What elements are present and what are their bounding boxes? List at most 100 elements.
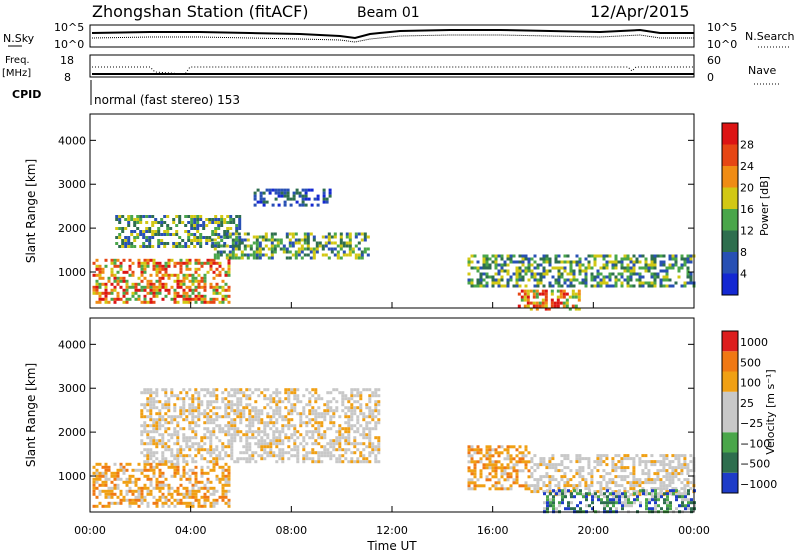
heatmap-cell bbox=[152, 430, 156, 434]
heatmap-cell bbox=[605, 481, 609, 485]
heatmap-cell bbox=[215, 418, 219, 422]
heatmap-cell bbox=[347, 424, 351, 428]
heatmap-cell bbox=[264, 244, 268, 248]
heatmap-cell bbox=[309, 232, 313, 236]
heatmap-cell bbox=[627, 504, 630, 508]
heatmap-cell bbox=[653, 260, 657, 264]
heatmap-cell bbox=[190, 227, 194, 230]
heatmap-cell bbox=[617, 466, 621, 470]
heatmap-cell bbox=[214, 227, 218, 230]
heatmap-cell bbox=[164, 501, 168, 505]
heatmap-cell bbox=[611, 469, 615, 473]
heatmap-cell bbox=[575, 490, 579, 494]
heatmap-cell bbox=[374, 457, 378, 461]
heatmap-cell bbox=[307, 188, 311, 192]
heatmap-cell bbox=[623, 487, 627, 491]
heatmap-cell bbox=[167, 427, 171, 431]
heatmap-cell bbox=[322, 197, 326, 201]
heatmap-cell bbox=[345, 235, 349, 239]
heatmap-cell bbox=[187, 245, 191, 248]
heatmap-cell bbox=[509, 466, 513, 470]
heatmap-cell bbox=[146, 451, 150, 455]
heatmap-cell bbox=[608, 472, 612, 476]
heatmap-cell bbox=[668, 254, 672, 258]
heatmap-cell bbox=[488, 460, 492, 464]
heatmap-cell bbox=[485, 475, 489, 479]
heatmap-cell bbox=[215, 400, 219, 404]
heatmap-cell bbox=[143, 267, 147, 271]
heatmap-cell bbox=[371, 391, 375, 395]
heatmap-cell bbox=[662, 454, 666, 458]
heatmap-cell bbox=[200, 471, 204, 475]
heatmap-cell bbox=[107, 492, 111, 496]
heatmap-cell bbox=[176, 282, 180, 286]
heatmap-cell bbox=[344, 430, 348, 434]
heatmap-cell bbox=[140, 409, 144, 413]
heatmap-cell bbox=[212, 430, 216, 434]
heatmap-cell bbox=[196, 236, 200, 239]
heatmap-cell bbox=[179, 406, 183, 410]
heatmap-cell bbox=[104, 285, 108, 289]
heatmap-cell bbox=[251, 424, 255, 428]
heatmap-cell bbox=[288, 256, 292, 260]
heatmap-cell bbox=[476, 448, 480, 452]
heatmap-cell bbox=[553, 301, 557, 305]
heatmap-cell bbox=[488, 463, 492, 467]
heatmap-cell bbox=[527, 460, 531, 464]
heatmap-cell bbox=[280, 191, 284, 195]
heatmap-cell bbox=[306, 238, 310, 242]
heatmap-cell bbox=[647, 266, 651, 270]
heatmap-cell bbox=[116, 495, 120, 499]
heatmap-cell bbox=[677, 463, 681, 467]
heatmap-cell bbox=[140, 424, 144, 428]
heatmap-cell bbox=[197, 486, 201, 490]
heatmap-cell bbox=[258, 244, 262, 248]
heatmap-cell bbox=[536, 484, 540, 488]
heatmap-cell bbox=[101, 270, 105, 274]
heatmap-cell bbox=[98, 477, 102, 481]
heatmap-cell bbox=[529, 289, 533, 293]
heatmap-cell bbox=[542, 284, 546, 288]
heatmap-cell bbox=[494, 272, 498, 276]
heatmap-cell bbox=[614, 257, 618, 261]
heatmap-cell bbox=[338, 460, 342, 464]
heatmap-cell bbox=[122, 288, 126, 292]
heatmap-cell bbox=[191, 418, 195, 422]
heatmap-cell bbox=[476, 269, 480, 273]
nsearch-tick-top: 10^5 bbox=[707, 21, 737, 34]
heatmap-cell bbox=[291, 241, 295, 245]
heatmap-cell bbox=[635, 493, 639, 497]
heatmap-cell bbox=[158, 427, 162, 431]
heatmap-cell bbox=[304, 197, 308, 201]
heatmap-cell bbox=[233, 439, 237, 443]
heatmap-cell bbox=[232, 218, 236, 221]
heatmap-cell bbox=[593, 275, 597, 279]
heatmap-cell bbox=[578, 257, 582, 261]
heatmap-cell bbox=[656, 475, 660, 479]
heatmap-cell bbox=[674, 254, 678, 258]
heatmap-cell bbox=[173, 291, 177, 295]
heatmap-cell bbox=[512, 463, 516, 467]
heatmap-cell bbox=[251, 436, 255, 440]
heatmap-cell bbox=[235, 236, 239, 239]
heatmap-cell bbox=[173, 394, 177, 398]
heatmap-cell bbox=[614, 284, 618, 288]
heatmap-cell bbox=[95, 258, 99, 262]
heatmap-cell bbox=[620, 475, 624, 479]
heatmap-cell bbox=[104, 282, 108, 286]
heatmap-cell bbox=[686, 469, 690, 473]
heatmap-cell bbox=[297, 241, 301, 245]
heatmap-cell bbox=[224, 412, 228, 416]
heatmap-cell bbox=[284, 436, 288, 440]
heatmap-cell bbox=[303, 238, 307, 242]
heatmap-cell bbox=[566, 260, 570, 264]
heatmap-cell bbox=[179, 391, 183, 395]
heatmap-cell bbox=[656, 472, 660, 476]
heatmap-cell bbox=[143, 391, 147, 395]
heatmap-cell bbox=[512, 469, 516, 473]
heatmap-cell bbox=[176, 439, 180, 443]
heatmap-cell bbox=[173, 504, 177, 508]
heatmap-cell bbox=[314, 442, 318, 446]
heatmap-cell bbox=[671, 469, 675, 473]
heatmap-cell bbox=[641, 481, 645, 485]
